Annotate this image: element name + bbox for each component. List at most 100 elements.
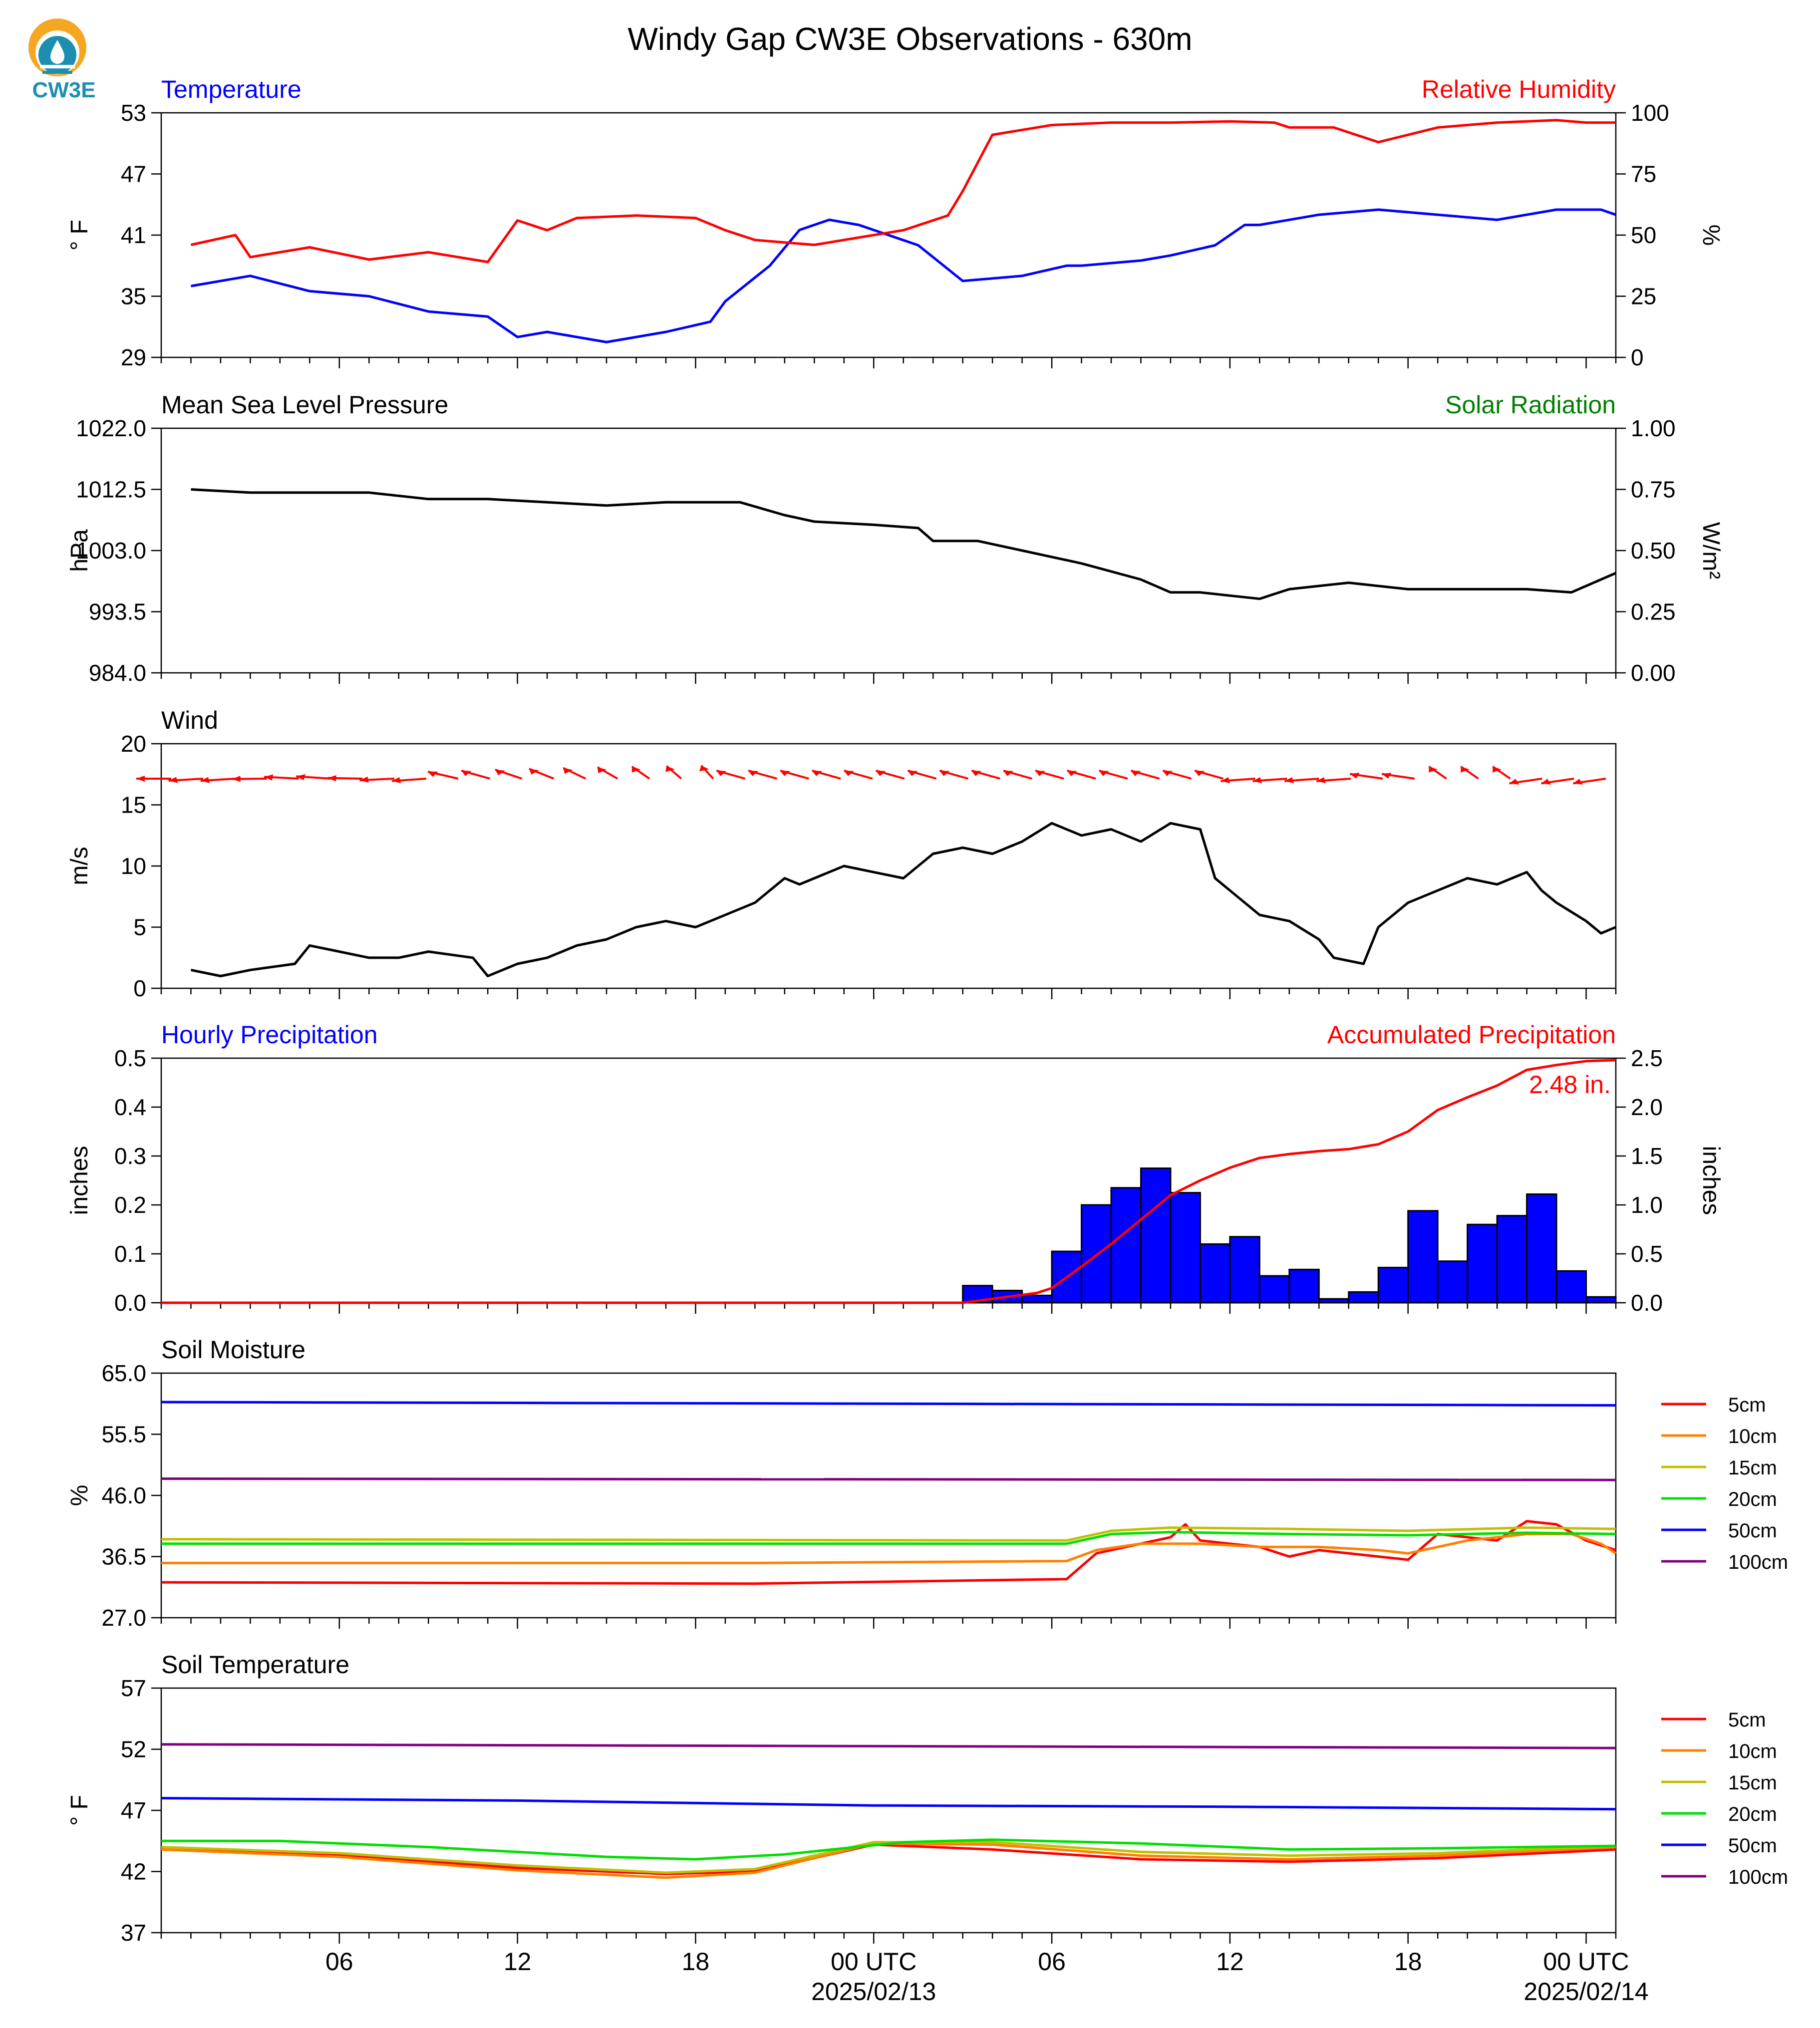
wind-arrow-head <box>631 766 641 773</box>
logo-drop-icon <box>50 40 64 64</box>
wind-arrow-head <box>1461 766 1470 773</box>
y-right-axis-label: inches <box>1698 1146 1724 1215</box>
accumulated-total-label: 2.48 in. <box>1529 1071 1611 1099</box>
y-right-tick-label: 0.5 <box>1631 1241 1663 1267</box>
legend-label: 15cm <box>1728 1457 1777 1479</box>
y-right-tick-label: 0 <box>1631 344 1644 370</box>
precip-bar <box>1467 1223 1498 1304</box>
wind-arrow-head <box>1067 770 1077 776</box>
y-right-tick-label: 1.5 <box>1631 1143 1663 1169</box>
y-tick-label: 1003.0 <box>76 538 146 564</box>
wind-arrow-head <box>876 770 886 776</box>
wind-arrow-head <box>1509 779 1519 785</box>
legend-label: 50cm <box>1728 1520 1777 1542</box>
series-line-50cm <box>161 1401 1616 1407</box>
y-tick-label: 57 <box>121 1675 146 1701</box>
y-tick-label: 993.5 <box>89 599 146 625</box>
panel-title-left: Mean Sea Level Pressure <box>161 391 448 419</box>
panel-title-left: Hourly Precipitation <box>161 1021 378 1049</box>
wind-direction-arrows <box>136 765 1606 785</box>
y-tick-label: 1012.5 <box>76 477 146 503</box>
wind-arrow-head <box>1541 779 1551 785</box>
series-line-15cm <box>161 1526 1616 1542</box>
series-line-1 <box>190 119 1616 264</box>
time-tick-label: 12 <box>504 1948 532 1976</box>
wind-arrow-head <box>327 775 336 782</box>
y-right-tick-label: 0.25 <box>1631 599 1676 625</box>
chart-panel-wind: 20 15 10 5 0 Wind m/s <box>66 706 1617 1001</box>
legend-label: 10cm <box>1728 1740 1777 1762</box>
y-tick-label: 27.0 <box>101 1605 146 1631</box>
time-tick-label: 12 <box>1216 1948 1244 1976</box>
wind-arrow-head <box>200 777 210 783</box>
panel-title-left: Temperature <box>161 75 302 103</box>
chart-panel-precip: 0.5 0.4 0.3 0.2 0.1 0.0 2.5 2.0 1.5 1.0 0.5 0.0 Hour… <box>66 1021 1724 1316</box>
wind-arrow-head <box>780 770 790 776</box>
legend-label: 15cm <box>1728 1772 1777 1794</box>
panel-title-left: Soil Moisture <box>161 1336 305 1364</box>
precip-bar <box>1437 1260 1469 1304</box>
panel-title-left: Wind <box>161 706 218 734</box>
y-tick-label: 42 <box>121 1859 146 1885</box>
y-tick-label: 15 <box>121 792 146 818</box>
wind-arrow-head <box>428 771 438 777</box>
y-tick-label: 37 <box>121 1920 146 1946</box>
wind-arrow-head <box>296 774 305 781</box>
wind-arrow-head <box>699 765 709 772</box>
wind-arrow-head <box>1493 766 1502 773</box>
y-right-tick-label: 2.0 <box>1631 1094 1663 1120</box>
logo-text: CW3E <box>32 78 95 102</box>
precip-bar <box>1021 1294 1053 1304</box>
wind-arrow-head <box>1131 770 1141 776</box>
y-tick-label: 0 <box>133 975 146 1001</box>
wind-arrow-head <box>1195 770 1205 776</box>
series-line-0 <box>161 1059 1616 1304</box>
legend-label: 100cm <box>1728 1866 1788 1888</box>
y-tick-label: 20 <box>121 731 146 757</box>
y-tick-label: 0.1 <box>114 1241 146 1267</box>
chart-panel-soil_moisture: 65.0 55.5 46.0 36.5 27.0 Soil Moisture% 5cm 10c… <box>66 1336 1788 1631</box>
wind-arrow-head <box>1003 770 1014 776</box>
y-tick-label: 52 <box>121 1737 146 1762</box>
series-line-20cm <box>161 1838 1616 1861</box>
y-tick-label: 0.2 <box>114 1192 146 1218</box>
precip-bar <box>1526 1193 1557 1304</box>
wind-arrow-head <box>1252 777 1262 784</box>
time-tick-label: 06 <box>1038 1948 1066 1976</box>
y-right-tick-label: 25 <box>1631 284 1656 309</box>
y-tick-label: 29 <box>121 344 146 370</box>
time-tick-label: 18 <box>1394 1948 1422 1976</box>
precip-bar <box>1258 1275 1290 1304</box>
wind-arrow-head <box>1099 770 1109 776</box>
panel-title-left: Soil Temperature <box>161 1651 349 1679</box>
wind-arrow-head <box>232 776 241 782</box>
wind-arrow-head <box>1573 779 1583 785</box>
precip-bar <box>1555 1270 1587 1304</box>
series-line-100cm <box>161 1477 1616 1481</box>
y-axis-label: inches <box>66 1146 93 1215</box>
wind-arrow-head <box>716 770 727 776</box>
chart-panel-temp_rh: 53 47 41 35 29 100 75 50 25 0 Temperature Relative … <box>66 75 1724 370</box>
y-tick-label: 47 <box>121 161 146 187</box>
wind-arrow-head <box>665 766 675 772</box>
y-right-tick-label: 0.50 <box>1631 538 1676 564</box>
time-tick-label: 00 UTC <box>831 1948 916 1976</box>
y-axis-label: % <box>66 1485 93 1506</box>
wind-arrow-head <box>1382 773 1392 779</box>
series-line-15cm <box>161 1841 1616 1874</box>
y-right-tick-label: 1.00 <box>1631 415 1676 441</box>
wind-arrow-head <box>1316 777 1326 784</box>
wind-arrow-head <box>264 774 274 781</box>
panel-title-right: Relative Humidity <box>1422 75 1616 103</box>
y-tick-label: 10 <box>121 853 146 879</box>
precip-bar <box>1318 1298 1350 1304</box>
y-tick-label: 35 <box>121 284 146 309</box>
precip-bar <box>1377 1266 1409 1304</box>
wind-arrow-head <box>1220 777 1230 784</box>
y-tick-label: 0.3 <box>114 1143 146 1169</box>
y-tick-label: 55.5 <box>101 1422 146 1448</box>
series-line-50cm <box>161 1797 1616 1811</box>
legend-label: 20cm <box>1728 1803 1777 1825</box>
